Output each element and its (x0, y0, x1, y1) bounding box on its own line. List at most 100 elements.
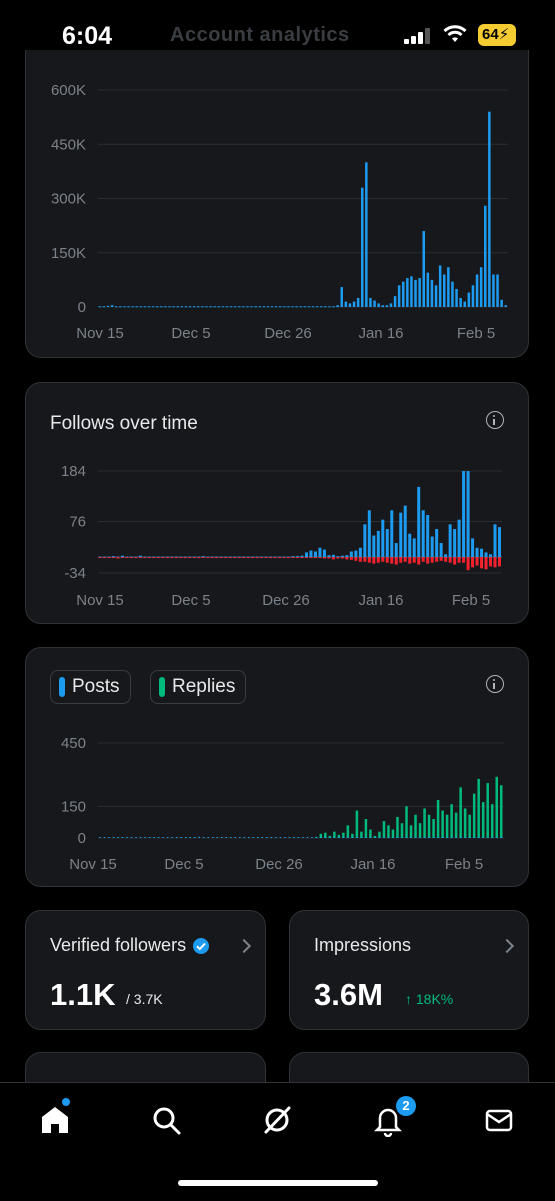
replies-bar (477, 778, 480, 838)
posts-bar (189, 837, 191, 838)
posts-bar (433, 836, 435, 838)
lost-bar (462, 557, 466, 563)
bar (287, 306, 290, 308)
legend-replies[interactable]: Replies (150, 670, 247, 704)
posts-bar (392, 837, 394, 838)
info-icon[interactable] (486, 411, 504, 429)
y-tick-label: 300K (51, 191, 86, 208)
replies-bar (387, 825, 390, 838)
lost-bar (192, 557, 196, 559)
posts-bar (356, 837, 358, 838)
lost-bar (403, 557, 407, 562)
replies-bar (414, 814, 417, 838)
lost-bar (206, 557, 210, 559)
info-icon[interactable] (486, 675, 504, 693)
posts-bar (491, 836, 494, 838)
verified-followers-card[interactable]: Verified followers 1.1K / 3.7K (25, 910, 266, 1030)
replies-bar (490, 804, 494, 838)
posts-bar (405, 836, 408, 838)
impressions-chart-card[interactable]: 600K 450K 300K 150K 0 Nov 15 Dec 5 Dec 26 Jan 16… (25, 50, 529, 358)
grok-icon[interactable] (260, 1103, 294, 1137)
posts-bar (221, 837, 223, 838)
bar (106, 305, 110, 307)
legend-posts[interactable]: Posts (50, 670, 131, 704)
replies-bar (450, 804, 453, 838)
bar (151, 306, 155, 308)
notifications-bell-icon[interactable] (371, 1103, 405, 1137)
lost-bar (444, 557, 448, 562)
lost-bar (165, 557, 169, 559)
replies-bar (409, 825, 413, 838)
posts-bar (162, 837, 164, 838)
replies-bar (454, 812, 458, 838)
wifi-icon (443, 25, 467, 42)
posts-bar (108, 837, 110, 838)
replies-bar (468, 814, 471, 838)
gained-bar (498, 527, 501, 558)
bar (459, 297, 462, 307)
bar (406, 278, 409, 307)
bar (246, 306, 249, 308)
lost-bar (107, 557, 111, 559)
bar (422, 231, 425, 307)
bar (291, 306, 294, 308)
bar (328, 306, 331, 308)
posts-bar (378, 837, 381, 838)
replies-bar (423, 808, 426, 838)
bar (315, 306, 319, 308)
gained-bar (426, 514, 430, 558)
lost-bar (264, 557, 268, 559)
replies-bar (441, 810, 444, 838)
impressions-bar-chart: 600K 450K 300K 150K 0 Nov 15 Dec 5 Dec 26 Jan 16… (51, 82, 508, 342)
posts-bar (455, 837, 458, 838)
lost-bar (367, 557, 371, 563)
posts-bar (144, 837, 146, 838)
gained-bar (421, 510, 425, 558)
search-icon[interactable] (149, 1103, 183, 1137)
lost-bar (129, 557, 133, 559)
posts-bar (230, 837, 232, 838)
impressions-value: 3.6M (314, 977, 383, 1012)
bar (488, 111, 491, 307)
lost-bar (215, 557, 219, 559)
bar (348, 303, 352, 307)
posts-replies-card[interactable]: Posts Replies 450 150 0 Nov 15 Dec 5 Dec 26 Ja… (25, 647, 529, 887)
bar (402, 281, 405, 307)
follows-card[interactable]: Follows over time 184 76 -34 Nov 15 Dec 5 Dec… (25, 382, 529, 624)
gained-bar (417, 486, 421, 558)
lost-bar (183, 557, 187, 559)
impressions-card[interactable]: Impressions 3.6M ↑ 18K% (289, 910, 529, 1030)
posts-bar (198, 836, 200, 838)
posts-bar (284, 837, 286, 838)
bar (443, 274, 446, 307)
bar (504, 305, 507, 307)
lost-bar (381, 557, 385, 562)
bar (500, 299, 503, 307)
posts-bar (266, 837, 268, 838)
posts-bar (135, 837, 137, 838)
replies-bar (351, 833, 354, 838)
bar (147, 306, 151, 308)
cellular-signal-icon (404, 28, 430, 44)
replies-bar (346, 825, 350, 838)
y-tick-label: 450 (61, 735, 86, 752)
posts-bar (446, 836, 449, 838)
x-tick-label: Nov 15 (76, 592, 124, 609)
posts-bar (414, 836, 417, 838)
bar (307, 306, 311, 308)
posts-bar (451, 837, 453, 838)
posts-bar (482, 836, 485, 838)
gained-bar (111, 556, 115, 558)
lost-bar (161, 557, 165, 559)
gained-bar (304, 552, 308, 558)
home-icon[interactable] (38, 1103, 72, 1137)
lost-bar (233, 557, 237, 559)
bar (463, 301, 466, 307)
lost-bar (480, 557, 484, 569)
gained-bar (367, 510, 371, 558)
lost-bar (394, 557, 398, 565)
lost-bar (138, 557, 142, 559)
messages-icon[interactable] (482, 1103, 516, 1137)
lost-bar (399, 557, 403, 563)
lost-bar (228, 557, 232, 559)
